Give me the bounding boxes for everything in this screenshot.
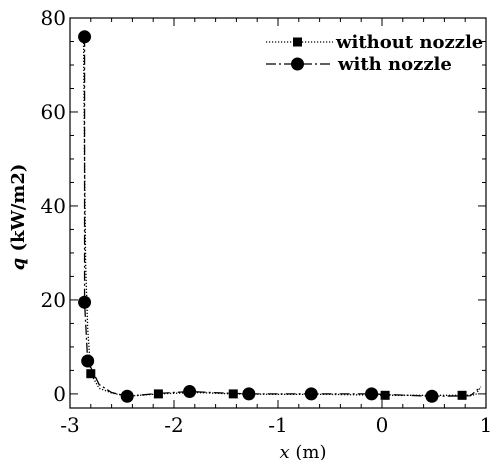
legend-entry-with-nozzle: with nozzle (266, 54, 452, 75)
x-tick-label: 0 (376, 413, 389, 437)
data-point-without-nozzle (380, 390, 390, 400)
data-point-with-nozzle (242, 387, 256, 401)
data-point-with-nozzle (183, 385, 197, 399)
legend-marker-circle (291, 57, 304, 71)
legend-entry-without-nozzle: without nozzle (266, 32, 483, 53)
y-tick-label: 20 (41, 288, 66, 312)
plot-area (69, 17, 487, 409)
plot-frame (69, 17, 487, 409)
x-tick-label: -3 (60, 413, 79, 437)
data-point-with-nozzle (365, 387, 379, 401)
legend-label-with-nozzle: with nozzle (337, 54, 452, 75)
legend-marker-square (293, 37, 302, 47)
data-point-with-nozzle (425, 389, 439, 403)
x-axis-label: x (m) (280, 442, 327, 460)
legend-label-without-nozzle: without nozzle (335, 32, 483, 53)
data-point-without-nozzle (86, 369, 96, 379)
y-tick-label: 80 (41, 6, 66, 30)
y-tick-label: 0 (53, 382, 66, 406)
x-tick-label: -1 (268, 413, 287, 437)
y-tick-label: 60 (41, 100, 66, 124)
data-point-with-nozzle (78, 30, 92, 44)
legend: without nozzle with nozzle (266, 32, 483, 75)
series-line-without-nozzle (82, 36, 482, 397)
data-point-with-nozzle (78, 295, 92, 309)
data-point-without-nozzle (153, 389, 163, 399)
series-layer (78, 30, 482, 403)
series-line-with-nozzle (83, 36, 482, 397)
data-point-with-nozzle (304, 387, 318, 401)
x-tick-label: -2 (164, 413, 183, 437)
data-point-with-nozzle (120, 389, 134, 403)
x-tick-label: 1 (480, 413, 493, 437)
y-axis-label: q (kW/m2) (8, 164, 29, 271)
data-point-with-nozzle (81, 354, 95, 368)
y-tick-label: 40 (41, 194, 66, 218)
